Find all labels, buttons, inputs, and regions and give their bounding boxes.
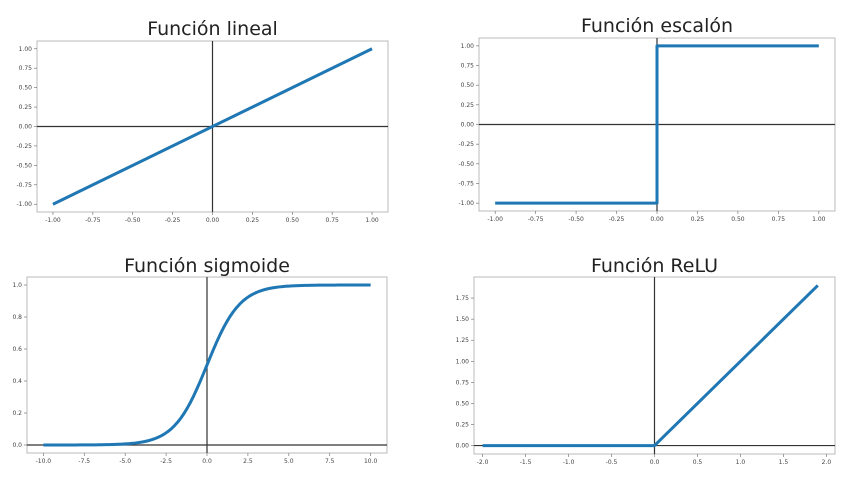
y-tick-label: 0.8	[12, 314, 22, 321]
chart-step: -1.00 -0.75 -0.50 -0.25 0.00 0.25 0.50 0.75 1.00…	[458, 37, 836, 223]
x-tick-label: -7.5	[78, 458, 90, 465]
chart-sigmoid: -10.0 -7.5 -5.0 -2.5 0.0 2.5 5.0 7.5 10.00.00.20…	[12, 276, 388, 465]
y-tick-label: 0.25	[461, 102, 475, 109]
y-tick-label: 0.00	[19, 124, 33, 131]
y-tick-label: 1.00	[461, 43, 475, 50]
y-tick-label: 0.25	[456, 422, 470, 429]
y-axis-ticks: 0.00 0.25 0.50 0.75 1.00 1.25 1.50 1.75	[456, 295, 474, 450]
y-tick-label: 1.25	[456, 337, 470, 344]
x-tick-label: 1.0	[736, 459, 746, 466]
y-axis-ticks: 0.0 0.2 0.4 0.6 0.8 1.0	[12, 282, 27, 449]
y-tick-label: -1.00	[458, 200, 474, 207]
x-tick-label: -0.50	[568, 216, 584, 223]
y-tick-label: 0.50	[19, 85, 33, 92]
y-tick-label: 0.25	[19, 104, 33, 111]
chart-linear: -1.00 -0.75 -0.50 -0.25 0.00 0.25 0.50 0.75 1.00…	[16, 40, 389, 224]
x-tick-label: 0.0	[650, 459, 660, 466]
x-tick-label: 0.0	[202, 458, 212, 465]
data-series-line	[43, 283, 371, 447]
chart-title-step: Función escalón	[580, 15, 734, 37]
y-tick-label: 1.00	[19, 46, 33, 53]
y-tick-label: 0.75	[461, 63, 475, 70]
y-tick-label: 1.0	[12, 282, 22, 289]
x-tick-label: 1.00	[365, 217, 379, 224]
y-axis-ticks: -1.00 -0.75 -0.50 -0.25 0.00 0.25 0.50 0.75 1.00	[458, 43, 479, 207]
x-tick-label: 0.5	[693, 459, 703, 466]
y-tick-label: 0.75	[456, 379, 470, 386]
x-tick-label: 0.75	[772, 216, 786, 223]
x-axis-ticks: -10.0 -7.5 -5.0 -2.5 0.0 2.5 5.0 7.5 10.0	[36, 453, 378, 465]
x-tick-label: 0.25	[246, 217, 260, 224]
y-axis-ticks: -1.00 -0.75 -0.50 -0.25 0.00 0.25 0.50 0.75 1.00	[16, 46, 37, 208]
x-tick-label: 0.00	[650, 216, 664, 223]
y-tick-label: 0.50	[461, 82, 475, 89]
x-tick-label: 2.5	[243, 458, 253, 465]
y-tick-label: -0.25	[16, 143, 32, 150]
x-tick-label: 5.0	[284, 458, 294, 465]
chart-relu: -2.0 -1.5 -1.0 -0.5 0.0 0.5 1.0 1.5 2.00.000.250…	[456, 276, 836, 466]
x-tick-label: 0.50	[731, 216, 745, 223]
y-tick-label: 1.00	[456, 358, 470, 365]
x-tick-label: 10.0	[364, 458, 378, 465]
y-tick-label: -0.75	[16, 182, 32, 189]
x-axis-ticks: -2.0 -1.5 -1.0 -0.5 0.0 0.5 1.0 1.5 2.0	[477, 454, 832, 466]
x-tick-label: -2.0	[477, 459, 489, 466]
x-axis-ticks: -1.00 -0.75 -0.50 -0.25 0.00 0.25 0.50 0.75 1.00	[45, 212, 379, 224]
y-tick-label: 0.0	[12, 442, 22, 449]
x-tick-label: -1.00	[487, 216, 503, 223]
y-tick-label: -0.50	[16, 162, 32, 169]
x-axis-ticks: -1.00 -0.75 -0.50 -0.25 0.00 0.25 0.50 0.75 1.00	[487, 211, 826, 223]
x-tick-label: -2.5	[160, 458, 172, 465]
data-series-line	[52, 47, 373, 206]
x-tick-label: -10.0	[36, 458, 52, 465]
x-tick-label: -0.75	[528, 216, 544, 223]
y-tick-label: 0.2	[12, 410, 22, 417]
x-tick-label: -0.5	[606, 459, 618, 466]
data-series-line	[495, 44, 819, 205]
y-tick-label: 1.50	[456, 316, 470, 323]
chart-title-sigmoid: Función sigmoide	[124, 255, 290, 277]
y-tick-label: 0.75	[19, 65, 33, 72]
chart-title-linear: Función lineal	[147, 18, 278, 40]
data-series-line	[482, 284, 819, 448]
y-tick-label: -0.50	[458, 161, 474, 168]
x-tick-label: -1.0	[563, 459, 575, 466]
x-tick-label: 7.5	[325, 458, 335, 465]
x-tick-label: 0.25	[691, 216, 705, 223]
x-tick-label: 0.75	[325, 217, 339, 224]
y-tick-label: 0.00	[461, 122, 475, 129]
y-tick-label: 1.75	[456, 295, 470, 302]
x-tick-label: -0.75	[85, 217, 101, 224]
y-tick-label: 0.50	[456, 400, 470, 407]
y-tick-label: 0.00	[456, 443, 470, 450]
x-tick-label: -1.5	[520, 459, 532, 466]
y-tick-label: 0.4	[12, 378, 22, 385]
y-tick-label: -1.00	[16, 201, 32, 208]
y-tick-label: 0.6	[12, 346, 22, 353]
x-tick-label: 1.00	[812, 216, 826, 223]
y-tick-label: -0.75	[458, 180, 474, 187]
y-tick-label: -0.25	[458, 141, 474, 148]
x-tick-label: -0.50	[125, 217, 141, 224]
chart-title-relu: Función ReLU	[591, 255, 718, 277]
x-tick-label: -5.0	[119, 458, 131, 465]
x-tick-label: -1.00	[45, 217, 61, 224]
x-tick-label: 0.50	[286, 217, 300, 224]
x-tick-label: 2.0	[822, 459, 832, 466]
x-tick-label: -0.25	[609, 216, 625, 223]
x-tick-label: -0.25	[165, 217, 181, 224]
x-tick-label: 0.00	[206, 217, 220, 224]
x-tick-label: 1.5	[779, 459, 789, 466]
